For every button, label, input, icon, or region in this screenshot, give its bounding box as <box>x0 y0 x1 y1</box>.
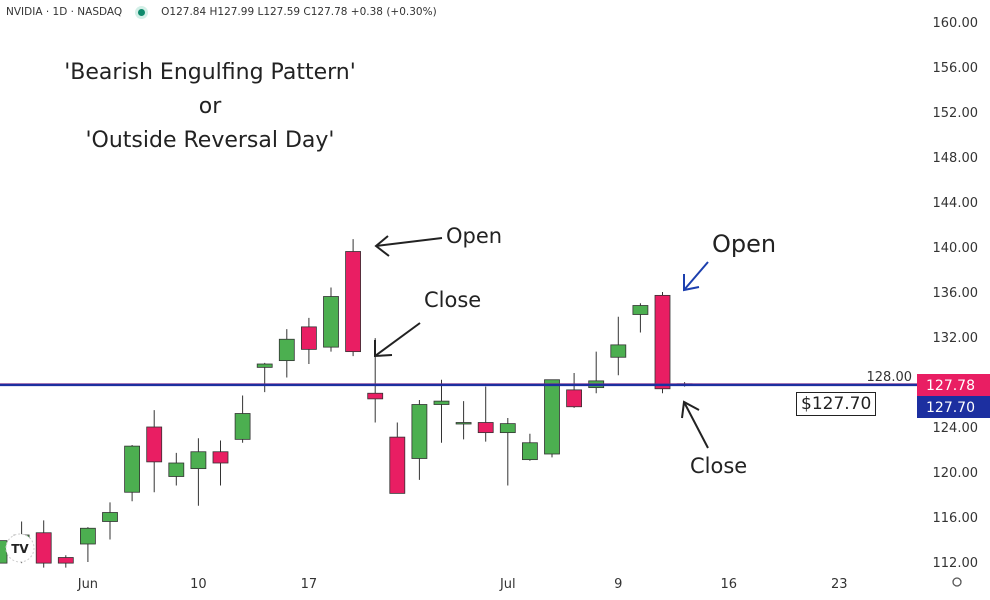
y-tick-label: 132.00 <box>933 331 979 346</box>
market-status-icon <box>138 8 146 16</box>
y-tick-label: 128.00 <box>867 370 913 385</box>
candle-body-up <box>80 527 96 545</box>
candle-body-down <box>57 557 74 564</box>
candle-body-up <box>234 413 251 440</box>
annotation-close-left: Close <box>424 288 482 312</box>
annotation-open-right: Open <box>712 230 777 258</box>
x-tick-label: 16 <box>721 577 738 592</box>
candle-body-up <box>168 462 185 477</box>
y-tick-label: 136.00 <box>933 286 979 301</box>
candle-body-up <box>0 540 8 564</box>
candle-body-down <box>146 426 163 463</box>
candle-body-up <box>190 451 207 470</box>
symbol-label[interactable]: NVIDIA · 1D · NASDAQ <box>6 6 123 18</box>
arrow-close-right <box>683 401 709 449</box>
x-tick-label: 10 <box>190 577 207 592</box>
candle-body-up <box>411 404 428 459</box>
last-price-label: 127.78 <box>926 378 975 394</box>
candle-body-down <box>389 436 406 494</box>
y-tick-label: 140.00 <box>933 241 979 256</box>
candle-body-down <box>35 532 52 564</box>
y-tick-label: 156.00 <box>933 61 979 76</box>
tradingview-logo-text: TV <box>11 542 29 556</box>
candle-body-up <box>499 423 516 434</box>
x-tick-label: Jun <box>77 577 98 592</box>
y-tick-label: 152.00 <box>933 106 979 121</box>
candle-body-up <box>544 379 560 455</box>
y-tick-label: 160.00 <box>933 16 979 31</box>
annotation-open-left: Open <box>446 224 503 248</box>
last-price-tag <box>917 374 990 396</box>
x-tick-label: 17 <box>301 577 318 592</box>
gear-icon <box>952 577 962 587</box>
annotation-close-right: Close <box>690 454 748 478</box>
x-tick-label: 23 <box>831 577 848 592</box>
arrow-open-right <box>683 261 709 291</box>
candle-body-up <box>124 445 140 493</box>
arrow-close-left-head <box>374 340 393 358</box>
candle-body-down <box>566 389 582 408</box>
arrow-open-left <box>375 237 443 247</box>
y-tick-label: 120.00 <box>933 466 979 481</box>
y-tick-label: 144.00 <box>933 196 979 211</box>
marker-price-label: 127.70 <box>926 400 975 416</box>
candle-body-down <box>477 422 494 434</box>
y-tick-label: 148.00 <box>933 151 979 166</box>
candle-body-up <box>433 400 450 405</box>
candle-body-down <box>654 294 671 390</box>
candle-body-down <box>345 251 362 353</box>
candle-body-down <box>367 392 384 400</box>
y-tick-label: 116.00 <box>933 511 979 526</box>
ohlc-readout: O127.84 H127.99 L127.59 C127.78 +0.38 (+… <box>161 6 437 18</box>
candle-body-up <box>256 363 273 368</box>
annotation-title-line-3: 'Outside Reversal Day' <box>85 128 335 153</box>
arrow-close-left <box>374 322 421 357</box>
candle-body-down <box>300 326 317 350</box>
chart-header: NVIDIA · 1D · NASDAQ O127.84 H127.99 L12… <box>6 6 437 18</box>
annotation-title-line-2: or <box>198 94 222 119</box>
annotation-price-box: $127.70 <box>796 392 877 416</box>
marker-price-tag <box>917 396 990 418</box>
arrow-open-left-head <box>374 235 390 257</box>
candle-body-up <box>323 296 339 348</box>
candle-body-up <box>102 512 118 522</box>
candle-body-up <box>610 344 627 358</box>
arrow-close-right-head <box>681 400 700 419</box>
x-tick-label: Jul <box>499 577 516 592</box>
y-tick-label: 112.00 <box>933 556 979 571</box>
y-tick-label: 124.00 <box>933 421 979 436</box>
candle-body-up <box>632 305 649 315</box>
x-tick-label: 9 <box>614 577 622 592</box>
candle-body-up <box>455 422 472 425</box>
candle-body-up <box>522 442 538 461</box>
tradingview-logo <box>5 533 35 563</box>
candle-body-up <box>278 338 295 362</box>
arrow-open-right-head <box>683 274 700 292</box>
candle-body-down <box>212 451 229 464</box>
annotation-title-line-1: 'Bearish Engulfing Pattern' <box>64 60 356 85</box>
